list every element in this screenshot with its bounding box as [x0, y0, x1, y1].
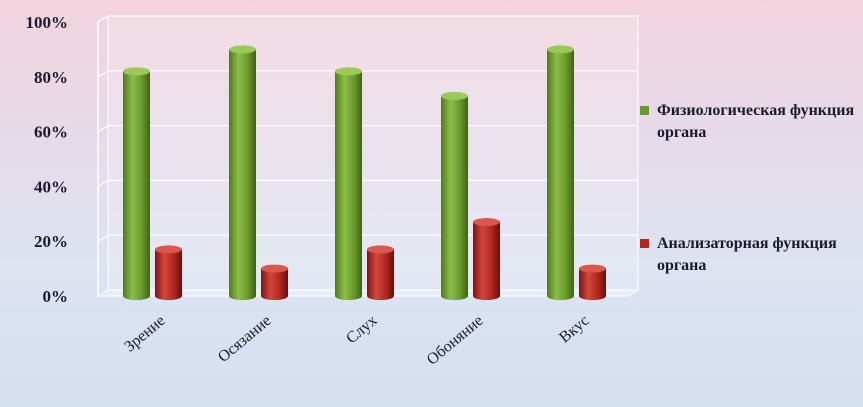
bar-top	[367, 245, 394, 254]
gridline	[97, 70, 638, 78]
bar-top	[473, 218, 500, 227]
bar-body	[441, 95, 468, 300]
bar-top	[155, 245, 182, 254]
bar-body	[123, 71, 150, 300]
bar-body	[335, 71, 362, 300]
bar-top	[441, 91, 468, 100]
bar-top	[261, 264, 288, 273]
legend-label-physiological: Физиологическая функция органа	[657, 102, 855, 141]
bar-body	[367, 249, 394, 300]
legend-item-physiological: Физиологическая функция органа	[640, 100, 857, 144]
bar-physiological	[229, 45, 256, 301]
bar-top	[123, 67, 150, 76]
bar-physiological	[547, 45, 574, 301]
y-tick-label: 0%	[43, 287, 69, 306]
y-tick-label: 40%	[34, 177, 68, 196]
y-tick-label: 20%	[34, 232, 68, 251]
x-tick-label: Зрение	[121, 312, 168, 355]
bar-body	[547, 49, 574, 301]
bar-analyzer	[155, 245, 182, 300]
bar-physiological	[123, 67, 150, 300]
bar-analyzer	[261, 264, 288, 300]
legend-swatch-physiological	[640, 106, 649, 115]
bar-top	[547, 45, 574, 54]
bars-layer	[123, 45, 606, 301]
bar-top	[229, 45, 256, 54]
bar-physiological	[335, 67, 362, 300]
bar-body	[155, 249, 182, 300]
bar-body	[229, 49, 256, 301]
x-tick-label: Вкус	[556, 312, 592, 346]
bar-body	[261, 268, 288, 300]
x-tick-label: Осязание	[215, 312, 275, 366]
y-tick-label: 60%	[34, 123, 68, 142]
legend-swatch-analyzer	[640, 239, 649, 248]
bar-physiological	[441, 91, 468, 300]
bar-analyzer	[579, 264, 606, 300]
x-tick-label: Слух	[343, 312, 380, 347]
legend-item-analyzer: Анализаторная функция органа	[640, 233, 857, 277]
y-tick-label: 80%	[34, 68, 68, 87]
legend-label-analyzer: Анализаторная функция органа	[657, 235, 837, 274]
axis-layer: 0% 20% 40% 60% 80% 100%	[26, 13, 69, 306]
y-tick-label: 100%	[26, 13, 69, 32]
x-tick-label: Обоняние	[424, 312, 487, 369]
gridline	[97, 15, 638, 23]
bar-top	[579, 264, 606, 273]
bar-body	[579, 268, 606, 300]
labels-layer: Зрение Осязание Слух Обоняние Вкус	[121, 312, 592, 369]
bar-top	[335, 67, 362, 76]
bar-body	[473, 222, 500, 300]
bar-analyzer	[367, 245, 394, 300]
bar-analyzer	[473, 218, 500, 300]
